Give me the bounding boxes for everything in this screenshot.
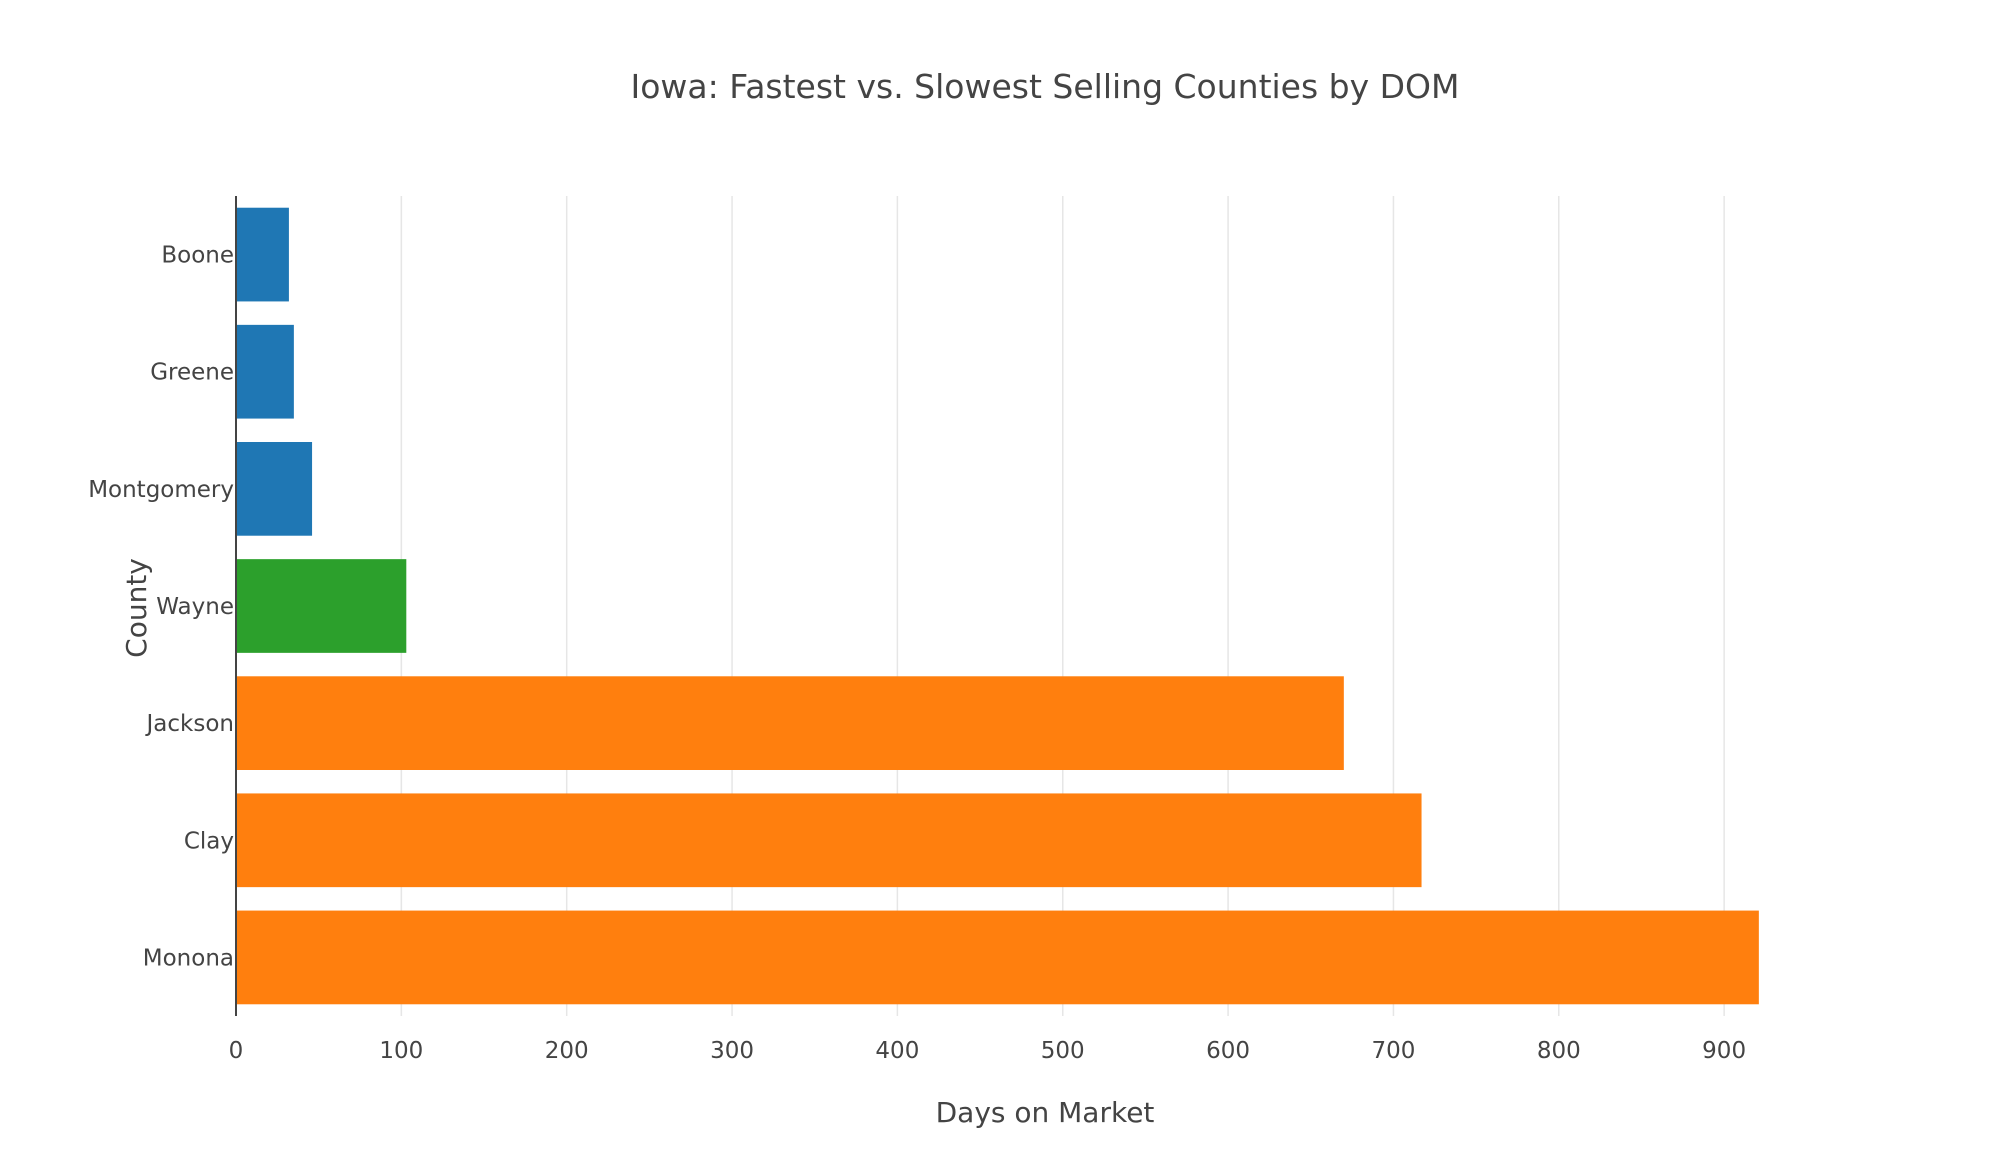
y-tick-label: Monona [143,945,234,971]
y-tick-labels: Boone Greene Montgomery Wayne Jackson Clay Mon… [88,243,234,972]
x-tick-label: 600 [1206,1038,1250,1064]
gridlines [400,196,1725,1016]
x-axis-title: Days on Market [936,1096,1155,1129]
y-tick-label: Clay [184,828,234,854]
y-tick-label: Montgomery [88,477,234,503]
x-tick-label: 200 [545,1038,589,1064]
x-tick-label: 900 [1702,1038,1746,1064]
bar-jackson [236,676,1344,770]
bar-wayne [236,559,407,653]
y-tick-label: Boone [161,243,234,269]
x-tick-label: 100 [379,1038,423,1064]
bar-boone [236,207,289,302]
y-axis-title: County [120,558,153,658]
x-tick-label: 700 [1371,1038,1415,1064]
x-tick-label: 0 [229,1038,244,1064]
x-tick-label: 800 [1537,1038,1581,1064]
bars [236,207,1759,1005]
bar-clay [236,793,1422,888]
x-tick-labels: 0 100 200 300 400 500 600 700 800 900 [229,1038,1746,1064]
x-tick-label: 500 [1041,1038,1085,1064]
chart-title: Iowa: Fastest vs. Slowest Selling Counti… [631,67,1460,106]
x-tick-label: 300 [710,1038,754,1064]
bar-greene [236,324,294,419]
y-tick-label: Jackson [145,711,234,737]
y-tick-label: Wayne [156,594,234,620]
y-tick-label: Greene [150,360,234,386]
x-tick-label: 400 [875,1038,919,1064]
bar-monona [236,910,1759,1005]
bar-montgomery [236,442,313,536]
